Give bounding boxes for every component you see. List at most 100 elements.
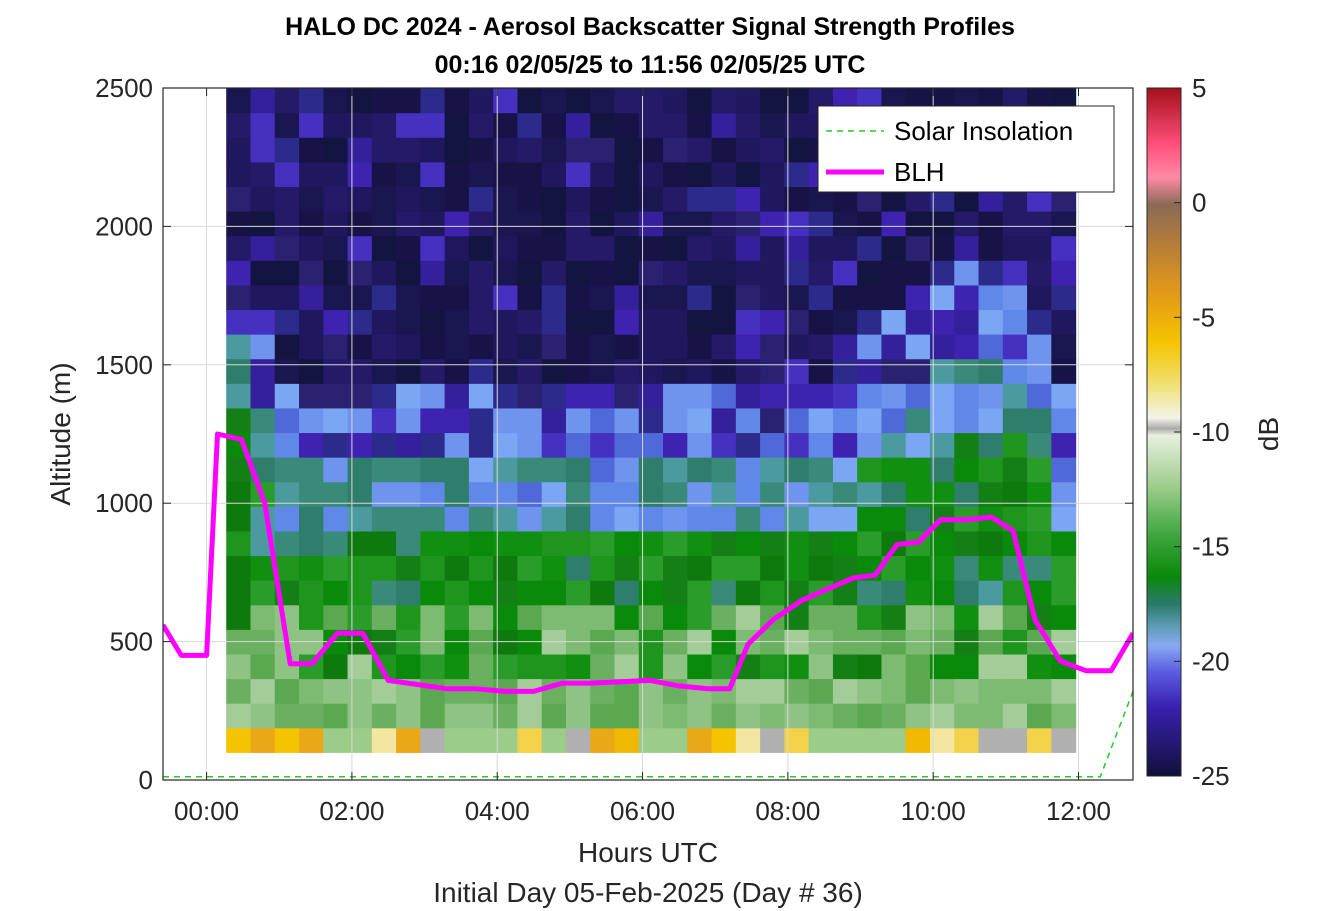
heatmap-cell [371, 457, 397, 483]
heatmap-cell [371, 530, 397, 557]
heatmap-cell [663, 309, 688, 335]
y-axis-ticks: 0 500 1000 1500 2000 2500 [95, 73, 1133, 795]
heatmap-cell [614, 137, 640, 163]
heatmap-cell [299, 457, 324, 483]
heatmap-cell [857, 211, 883, 237]
heatmap-cell [347, 432, 373, 458]
heatmap-cell [420, 309, 446, 335]
heatmap-cell [299, 211, 324, 237]
heatmap-cell [784, 506, 810, 532]
heatmap-cell [687, 653, 713, 680]
heatmap-cell [808, 407, 834, 434]
heatmap-cell [1002, 235, 1028, 261]
legend-solar-label: Solar Insolation [894, 116, 1073, 146]
heatmap-cell [614, 727, 640, 753]
heatmap-cell [468, 334, 494, 360]
heatmap-cell [711, 506, 737, 532]
heatmap-cell [905, 703, 931, 729]
heatmap-cell [760, 481, 785, 507]
heatmap-cell [760, 309, 785, 335]
heatmap-cell [274, 432, 300, 458]
heatmap-cell [832, 211, 858, 237]
heatmap-cell [590, 358, 616, 384]
heatmap-cell [881, 235, 907, 261]
heatmap-cell [444, 604, 470, 630]
legend-blh-label: BLH [894, 157, 945, 187]
heatmap-cell [274, 211, 300, 237]
heatmap-cell [541, 457, 567, 483]
heatmap-cell [274, 309, 300, 335]
heatmap-cell [468, 112, 494, 138]
heatmap-cell [929, 604, 955, 630]
heatmap-cell [663, 604, 688, 630]
heatmap-cell [614, 284, 640, 311]
heatmap-cell [226, 235, 252, 261]
heatmap-cell [541, 112, 567, 138]
heatmap-cell [1002, 358, 1028, 384]
heatmap-cell [687, 235, 713, 261]
heatmap-cell [881, 334, 907, 360]
heatmap-cell [444, 555, 470, 581]
heatmap-cell [396, 260, 421, 286]
heatmap-cell [905, 457, 931, 483]
heatmap-cell [396, 432, 421, 458]
heatmap-cell [784, 481, 810, 507]
heatmap-cell [1027, 506, 1052, 532]
heatmap-cell [663, 186, 688, 212]
heatmap-cell [444, 653, 470, 680]
heatmap-cell [1002, 457, 1028, 483]
heatmap-cell [299, 358, 324, 384]
heatmap-cell [420, 211, 446, 237]
heatmap-cell [735, 580, 761, 606]
heatmap-cell [371, 727, 397, 753]
colorbar-ticks: 5 0 -5 -10 -15 -20 -25 [1174, 73, 1230, 791]
heatmap-cell [323, 432, 349, 458]
heatmap-cell [590, 653, 616, 680]
heatmap-cell [905, 358, 931, 384]
heatmap-cell [832, 383, 858, 409]
heatmap-cell [881, 432, 907, 458]
heatmap-cell [687, 530, 713, 557]
y-axis-label: Altitude (m) [45, 362, 76, 505]
heatmap-cell [929, 678, 955, 704]
heatmap-cell [250, 88, 276, 114]
heatmap-cell [711, 161, 737, 188]
heatmap-cell [396, 358, 421, 384]
heatmap-cell [711, 88, 737, 114]
heatmap-cell [687, 334, 713, 360]
heatmap-cell [299, 309, 324, 335]
heatmap-cell [687, 211, 713, 237]
heatmap-cell [832, 334, 858, 360]
heatmap-cell [881, 580, 907, 606]
heatmap-cell [614, 580, 640, 606]
heatmap-cell [274, 506, 300, 532]
heatmap-cell [565, 309, 591, 335]
heatmap-cell [323, 358, 349, 384]
heatmap-cell [832, 703, 858, 729]
heatmap-cell [735, 407, 761, 434]
series-lines [163, 431, 1133, 778]
heatmap-cell [760, 678, 785, 704]
heatmap-cell [663, 260, 688, 286]
heatmap-cell [396, 703, 421, 729]
heatmap-cell [347, 334, 373, 360]
heatmap-cell [760, 284, 785, 311]
heatmap-cell [371, 432, 397, 458]
heatmap-cell [420, 457, 446, 483]
heatmap-cell [857, 727, 883, 753]
heatmap-cell [250, 161, 276, 188]
heatmap-cell [468, 457, 494, 483]
heatmap-cell [808, 653, 834, 680]
heatmap-cell [371, 284, 397, 311]
heatmap-cell [565, 235, 591, 261]
heatmap-cell [565, 186, 591, 212]
heatmap-cell [1051, 383, 1077, 409]
heatmap-cell [444, 358, 470, 384]
heatmap-cell [905, 383, 931, 409]
heatmap-cell [226, 112, 252, 138]
heatmap-cell [347, 112, 373, 138]
heatmap-cell [468, 211, 494, 237]
heatmap-cell [808, 530, 834, 557]
heatmap-cell [347, 358, 373, 384]
heatmap-cell [541, 604, 567, 630]
